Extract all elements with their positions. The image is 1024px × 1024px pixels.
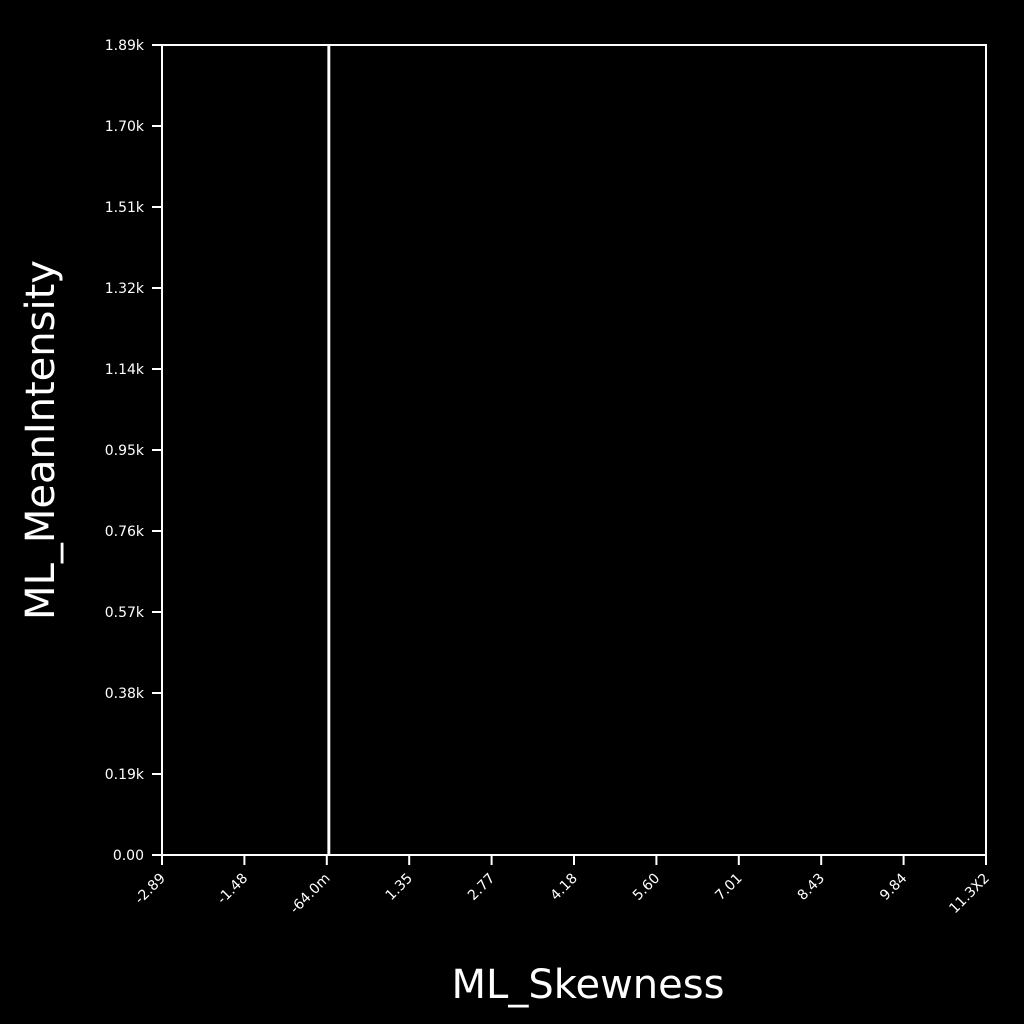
x-tick-label: 4.18 [547, 871, 580, 904]
y-tick-label: 1.14k [105, 362, 145, 378]
y-tick-label: 0.38k [105, 686, 145, 702]
x-axis-title: ML_Skewness [452, 962, 725, 1008]
x-tick-label: -64.0m [287, 871, 334, 918]
histogram-bar-0 [327, 45, 331, 855]
plot-background [162, 45, 986, 855]
y-tick-label: 0.19k [105, 767, 145, 783]
y-axis-title: ML_MeanIntensity [18, 260, 64, 620]
x-tick-label: 11.3X2 [946, 871, 992, 917]
x-tick-label: -2.89 [132, 871, 169, 908]
x-tick-label: 9.84 [877, 870, 910, 903]
y-axis-ticks: 0.00 0.19k 0.38k 0.57k 0.76k 0.95k 1.14k 1.32k 1… [105, 38, 162, 864]
y-tick-label: 0.95k [105, 443, 145, 459]
y-tick-label: 1.32k [105, 281, 145, 297]
x-tick-label: 8.43 [795, 871, 828, 904]
x-tick-label: 1.35 [383, 871, 416, 904]
y-tick-label: 0.00 [113, 848, 144, 864]
y-tick-label: 1.51k [105, 200, 145, 216]
y-tick-label: 0.57k [105, 605, 145, 621]
y-tick-label: 1.89k [105, 38, 145, 54]
x-tick-label: 2.77 [465, 871, 498, 904]
x-tick-label: -1.48 [214, 871, 251, 908]
x-axis-ticks: -2.89 -1.48 -64.0m 1.35 2.77 4.18 5.60 7.01 8.43… [132, 855, 993, 917]
bars-layer [327, 45, 331, 855]
x-tick-label: 5.60 [630, 871, 663, 904]
y-tick-label: 0.76k [105, 524, 145, 540]
y-tick-label: 1.70k [105, 119, 145, 135]
x-tick-label: 7.01 [712, 871, 745, 904]
